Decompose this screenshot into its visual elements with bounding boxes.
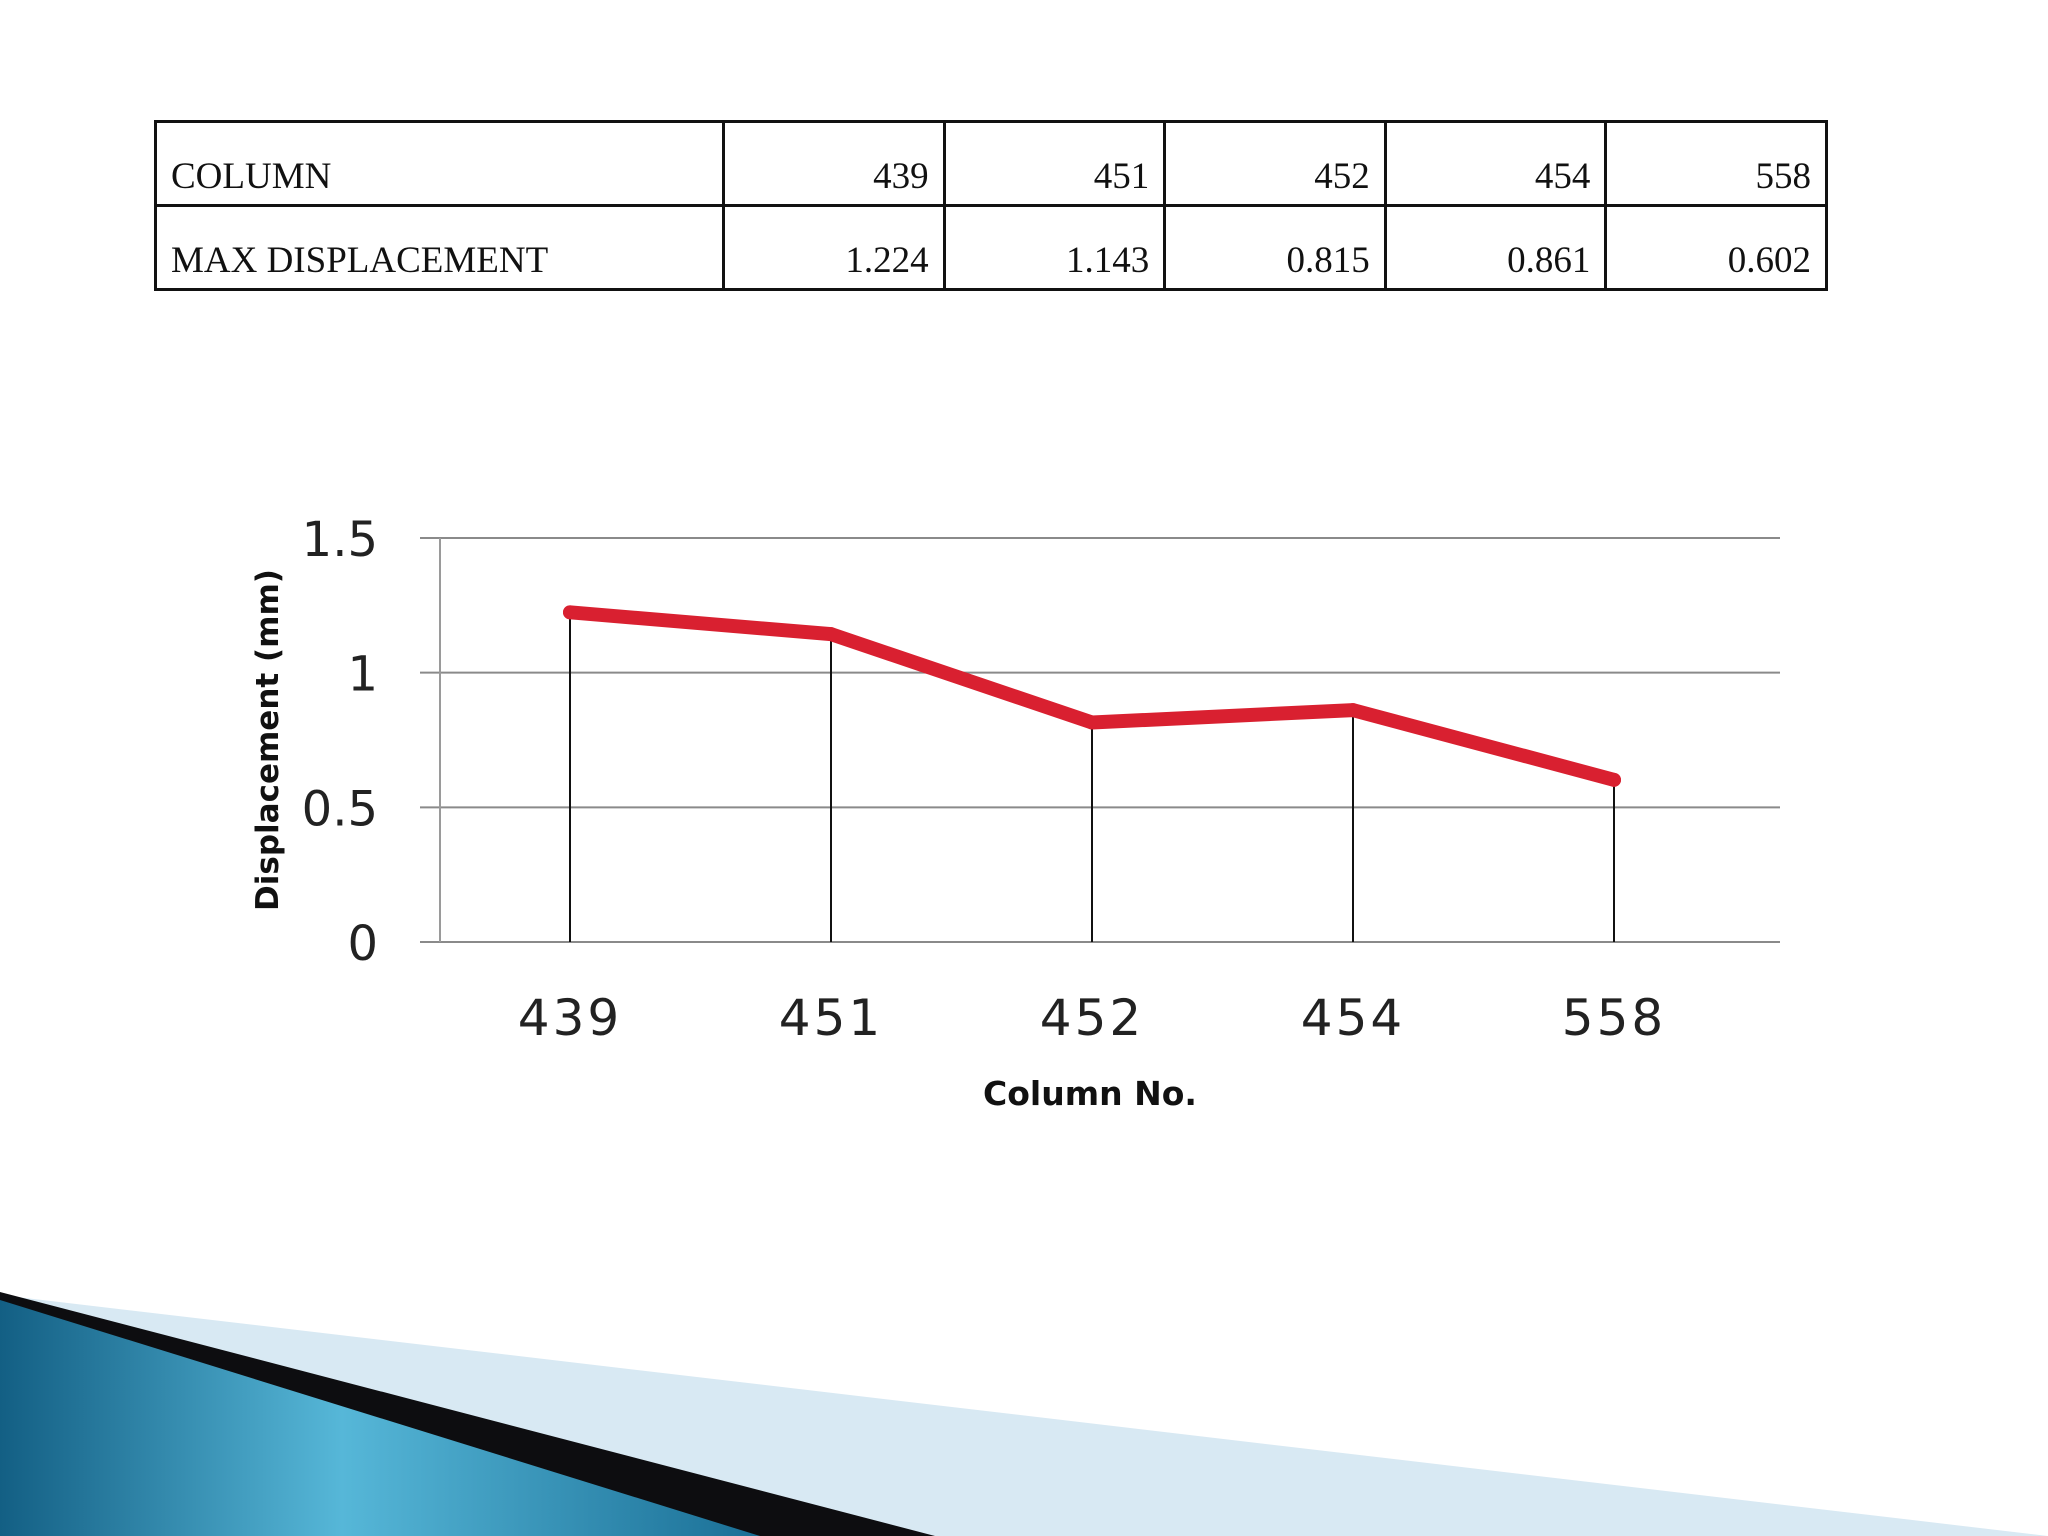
y-tick-label: 0 [347, 916, 378, 972]
y-tick-label: 1.5 [302, 512, 378, 568]
table-row-header: COLUMN [153, 120, 726, 207]
y-tick-label: 1 [347, 647, 378, 703]
x-axis-title: Column No. [983, 1074, 1197, 1113]
table-cell: 1.143 [942, 204, 1167, 291]
table-cell: 0.815 [1163, 204, 1387, 291]
table-cell: 0.861 [1383, 204, 1608, 291]
x-tick-label: 454 [1301, 989, 1405, 1047]
data-point [1607, 772, 1621, 787]
table-cell: 439 [722, 120, 946, 207]
data-point [1085, 715, 1099, 730]
y-tick-label: 0.5 [302, 781, 378, 837]
x-tick-label: 452 [1040, 989, 1144, 1047]
displacement-table: COLUMN 439 451 452 454 558 MAX DISPLACEMENT 1.2… [153, 120, 1828, 291]
data-point [563, 605, 577, 620]
data-point [1346, 703, 1360, 718]
table-row-header: MAX DISPLACEMENT [153, 204, 726, 291]
table-cell: 451 [942, 120, 1167, 207]
table-cell: 0.602 [1604, 204, 1828, 291]
table-cell: 454 [1383, 120, 1608, 207]
table-cell: 452 [1163, 120, 1387, 207]
table-row: COLUMN 439 451 452 454 558 [153, 120, 1828, 207]
x-tick-label: 451 [779, 989, 883, 1047]
table-row: MAX DISPLACEMENT 1.224 1.143 0.815 0.861 0.60… [153, 204, 1828, 291]
y-axis-title: Displacement (mm) [250, 569, 286, 911]
decor-teal-wedge [0, 1300, 760, 1536]
table-cell: 1.224 [722, 204, 946, 291]
x-tick-label: 558 [1562, 989, 1666, 1047]
table-cell: 558 [1604, 120, 1828, 207]
data-point [824, 627, 838, 642]
x-tick-label: 439 [518, 989, 622, 1047]
